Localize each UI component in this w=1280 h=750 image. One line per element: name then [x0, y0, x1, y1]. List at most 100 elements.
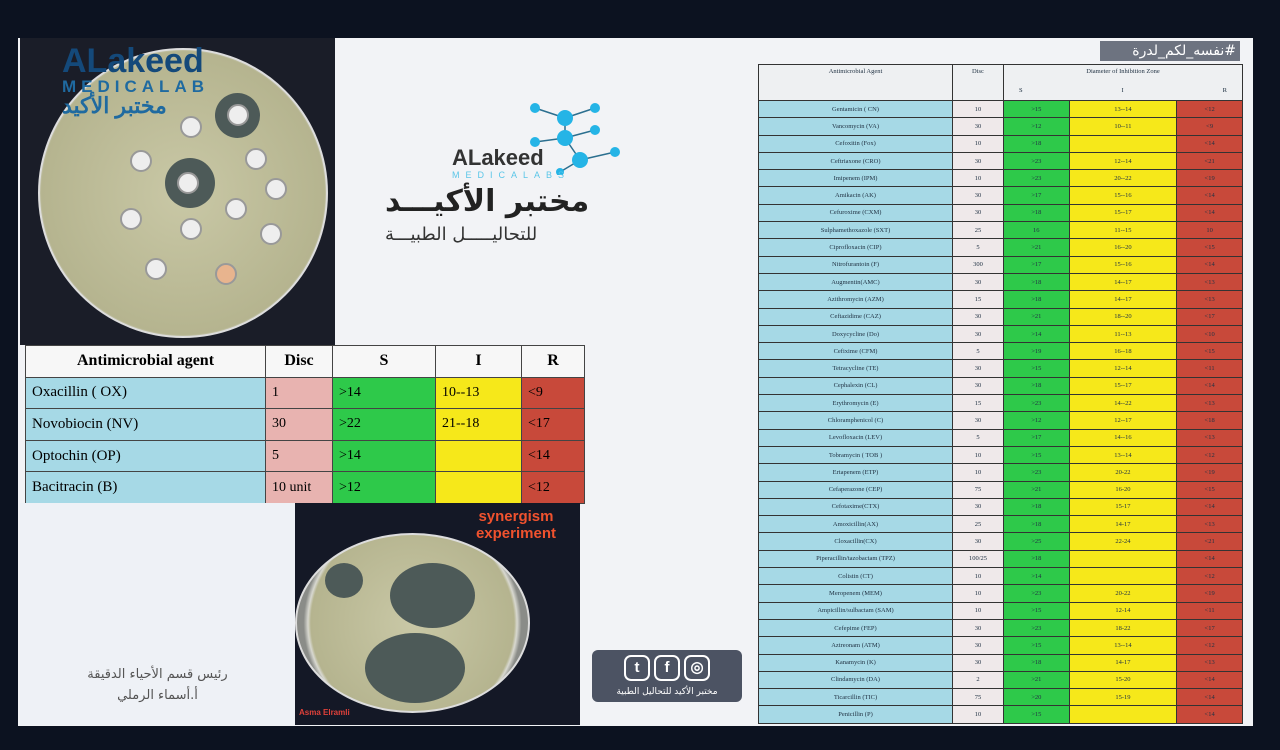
twitter-icon[interactable]: t [624, 655, 650, 681]
facebook-icon[interactable]: f [654, 655, 680, 681]
table-row: Erythromycin (E) 15 >23 14--22 <13 [758, 394, 1243, 413]
social-overlay: t f ◎ مختبر الأكيد للتحاليل الطبية [592, 650, 742, 702]
agent-cell: Piperacillin/tazobactam (TPZ) [758, 549, 953, 569]
agent-cell: Ertapenem (ETP) [758, 463, 953, 482]
col-r: R [521, 345, 585, 378]
intermediate-cell: 14--17 [1068, 272, 1178, 292]
table-row: Ciprofloxacin (CIP) 5 >21 16--20 <15 [758, 238, 1243, 257]
susceptible-cell: >18 [1003, 134, 1070, 153]
disc-cell: 30 [952, 272, 1004, 292]
intermediate-cell: 22-24 [1068, 532, 1178, 551]
intermediate-cell: 12--14 [1068, 151, 1178, 171]
table-row: Cefuroxime (CXM) 30 >18 15--17 <14 [758, 203, 1243, 223]
intermediate-cell: 20-22 [1068, 463, 1178, 482]
intermediate-cell [1068, 567, 1178, 586]
resistant-cell: <14 [1176, 255, 1243, 274]
resistant-cell: <15 [1176, 480, 1243, 499]
resistant-cell: <21 [1176, 151, 1243, 171]
intermediate-cell: 13--14 [1068, 636, 1178, 655]
susceptible-cell: >23 [1003, 584, 1070, 603]
resistant-cell: <13 [1176, 428, 1243, 447]
watermark-line2: MEDICALAB [62, 77, 209, 96]
disc-cell: 30 [952, 618, 1004, 638]
intermediate-cell: 18--20 [1068, 307, 1178, 326]
susceptible-cell: >18 [1003, 290, 1070, 309]
s-header: S [1019, 87, 1023, 94]
susceptible-cell: >21 [1003, 480, 1070, 499]
table-row: Amoxicillin(AX) 25 >18 14-17 <13 [758, 515, 1243, 534]
intermediate-cell: 11--13 [1068, 324, 1178, 344]
intermediate-cell: 13--14 [1068, 99, 1178, 119]
intermediate-cell: 12--17 [1068, 411, 1178, 430]
susceptible-cell: >15 [1003, 445, 1070, 465]
disc-cell: 25 [952, 515, 1004, 534]
intermediate-cell: 15-17 [1068, 497, 1178, 517]
table-row: Cloxacillin(CX) 30 >25 22-24 <21 [758, 532, 1243, 551]
resistant-cell: <12 [1176, 99, 1243, 119]
intermediate-cell: 14--16 [1068, 428, 1178, 447]
logo-arabic-title: مختبر الأكيـــد [385, 184, 590, 219]
disc-cell: 1 [265, 376, 333, 410]
watermark-line1: ALakeed [62, 42, 204, 80]
agent-cell: Tobramycin ( TOB ) [758, 445, 953, 465]
intermediate-cell: 16--20 [1068, 238, 1178, 257]
col-agent: Antimicrobial agent [25, 345, 266, 378]
table-row: Piperacillin/tazobactam (TPZ) 100/25 >18 <1… [758, 549, 1243, 569]
table-row: Gentamicin ( CN) 10 >15 13--14 <12 [758, 99, 1243, 119]
col-i: I [435, 345, 522, 378]
table-row: Bacitracin (B) 10 unit >12 <12 [25, 471, 585, 504]
susceptible-cell: >18 [1003, 653, 1070, 672]
intermediate-cell [1068, 705, 1178, 724]
disc-cell: 25 [952, 221, 1004, 240]
susceptible-cell: >15 [1003, 705, 1070, 724]
agent-cell: Amoxicillin(AX) [758, 515, 953, 534]
agent-cell: Oxacillin ( OX) [25, 376, 266, 410]
resistant-cell: 10 [1176, 221, 1243, 240]
diameter-header: Diameter of Inhibition Zone [1086, 68, 1160, 75]
agent-cell: Cefoxitin (Fox) [758, 134, 953, 153]
disc-cell: 300 [952, 255, 1004, 274]
susceptible-cell: >15 [1003, 636, 1070, 655]
hashtag-overlay: #نفسه_لكم_لدرة [1100, 41, 1240, 61]
instagram-icon[interactable]: ◎ [684, 655, 710, 681]
table-row: Chloramphenicol (C) 30 >12 12--17 <18 [758, 411, 1243, 430]
susceptible-cell: >17 [1003, 255, 1070, 274]
table-row: Augmentin(AMC) 30 >18 14--17 <13 [758, 272, 1243, 292]
resistant-cell: <14 [1176, 497, 1243, 517]
table-row: Optochin (OP) 5 >14 <14 [25, 439, 585, 473]
table-row: Ticarcillin (TIC) 75 >20 15-19 <14 [758, 688, 1243, 707]
disc-cell: 30 [952, 324, 1004, 344]
intermediate-cell: 15--17 [1068, 376, 1178, 396]
resistant-cell: <19 [1176, 584, 1243, 603]
agent-cell: Cefotaxime(CTX) [758, 497, 953, 517]
resistant-cell: <13 [1176, 394, 1243, 413]
disc-cell: 5 [952, 238, 1004, 257]
intermediate-cell: 12-14 [1068, 601, 1178, 620]
logo-arabic-subtitle: للتحاليـــــل الطبيـــة [385, 224, 538, 245]
susceptible-cell: >15 [1003, 99, 1070, 119]
agent-cell: Gentamicin ( CN) [758, 99, 953, 119]
molecule-icon [530, 103, 620, 175]
resistant-cell: <14 [521, 439, 585, 473]
signature-name: أ.أسماء الرملي [117, 688, 198, 704]
agent-cell: Cefuroxime (CXM) [758, 203, 953, 223]
table-row: Aztreonam (ATM) 30 >15 13--14 <12 [758, 636, 1243, 655]
agent-cell: Ceftriaxone (CRO) [758, 151, 953, 171]
susceptible-cell: >14 [332, 439, 436, 473]
disc-cell: 30 [952, 411, 1004, 430]
col-agent: Antimicrobial Agent [758, 64, 953, 101]
intermediate-cell: 15--17 [1068, 203, 1178, 223]
table-row: Amikacin (AK) 30 >17 15--16 <14 [758, 186, 1243, 205]
table-row: Cefoxitin (Fox) 10 >18 <14 [758, 134, 1243, 153]
susceptible-cell: >12 [332, 471, 436, 504]
intermediate-cell: 16-20 [1068, 480, 1178, 499]
agent-cell: Sulphamethoxazole (SXT) [758, 221, 953, 240]
table-row: Cefotaxime(CTX) 30 >18 15-17 <14 [758, 497, 1243, 517]
agent-cell: Clindamycin (DA) [758, 670, 953, 690]
agent-cell: Ampicillin/sulbactam (SAM) [758, 601, 953, 620]
disc-cell: 30 [952, 497, 1004, 517]
intermediate-cell: 15-20 [1068, 670, 1178, 690]
intermediate-cell: 12--14 [1068, 359, 1178, 378]
susceptible-cell: >23 [1003, 394, 1070, 413]
disc-cell: 30 [952, 307, 1004, 326]
